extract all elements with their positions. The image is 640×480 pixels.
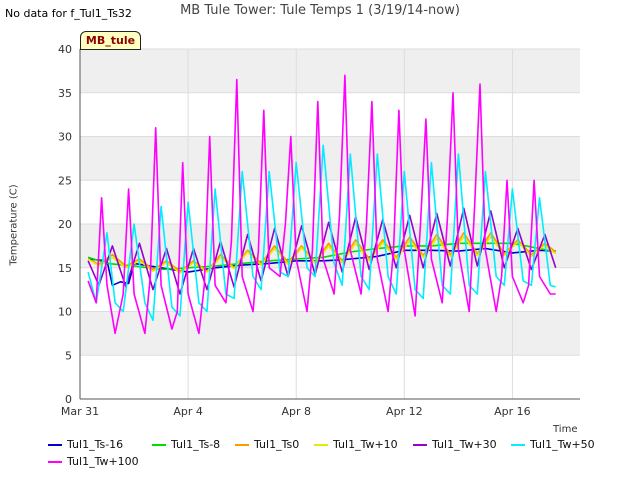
legend-item: Tul1_Tw+10 bbox=[314, 438, 398, 451]
y-axis-label: Temperature (C) bbox=[8, 184, 20, 266]
legend-swatch bbox=[48, 461, 62, 463]
legend-label: Tul1_Ts-8 bbox=[171, 438, 221, 451]
legend-label: Tul1_Tw+50 bbox=[530, 438, 595, 451]
legend-item: Tul1_Tw+50 bbox=[511, 438, 595, 451]
x-axis-label: Time bbox=[553, 424, 578, 435]
y-tick-label: 40 bbox=[58, 43, 72, 56]
legend-item: Tul1_Ts-8 bbox=[152, 438, 220, 451]
legend-swatch bbox=[413, 444, 427, 446]
y-tick-label: 30 bbox=[58, 131, 72, 144]
y-tick-label: 20 bbox=[58, 218, 72, 231]
legend-swatch bbox=[152, 444, 166, 446]
no-data-note: No data for f_Tul1_Ts32 bbox=[5, 7, 132, 20]
legend: Tul1_Ts-16 Tul1_Ts-8 Tul1_Ts0 Tul1_Tw+10… bbox=[0, 436, 640, 480]
y-tick-label: 35 bbox=[58, 87, 72, 100]
x-tick-label: Apr 16 bbox=[494, 405, 531, 418]
x-tick-label: Apr 4 bbox=[173, 405, 203, 418]
legend-item: Tul1_Ts-16 bbox=[48, 438, 123, 451]
legend-swatch bbox=[314, 444, 328, 446]
series-line bbox=[87, 144, 556, 322]
x-tick-label: Mar 31 bbox=[61, 405, 99, 418]
y-tick-label: 15 bbox=[58, 262, 72, 275]
legend-label: Tul1_Tw+100 bbox=[67, 455, 139, 468]
legend-swatch bbox=[511, 444, 525, 446]
grid-band bbox=[80, 136, 580, 181]
grid-band bbox=[80, 311, 580, 356]
legend-label: Tul1_Ts0 bbox=[254, 438, 300, 451]
legend-item: Tul1_Ts0 bbox=[235, 438, 299, 451]
y-tick-label: 10 bbox=[58, 306, 72, 319]
chart-title: MB Tule Tower: Tule Temps 1 (3/19/14-now… bbox=[180, 3, 460, 18]
legend-item: Tul1_Tw+30 bbox=[413, 438, 497, 451]
x-tick-label: Apr 12 bbox=[386, 405, 423, 418]
series-line bbox=[87, 74, 556, 335]
legend-swatch bbox=[48, 444, 62, 446]
y-tick-label: 5 bbox=[65, 349, 72, 362]
legend-swatch bbox=[235, 444, 249, 446]
y-tick-label: 0 bbox=[65, 393, 72, 406]
site-badge: MB_tule bbox=[80, 31, 141, 50]
x-tick-label: Apr 8 bbox=[281, 405, 311, 418]
legend-label: Tul1_Ts-16 bbox=[67, 438, 124, 451]
grid-band bbox=[80, 49, 580, 93]
y-tick-label: 25 bbox=[58, 174, 72, 187]
legend-label: Tul1_Tw+30 bbox=[432, 438, 497, 451]
legend-item: Tul1_Tw+100 bbox=[48, 455, 139, 468]
legend-label: Tul1_Tw+10 bbox=[333, 438, 398, 451]
